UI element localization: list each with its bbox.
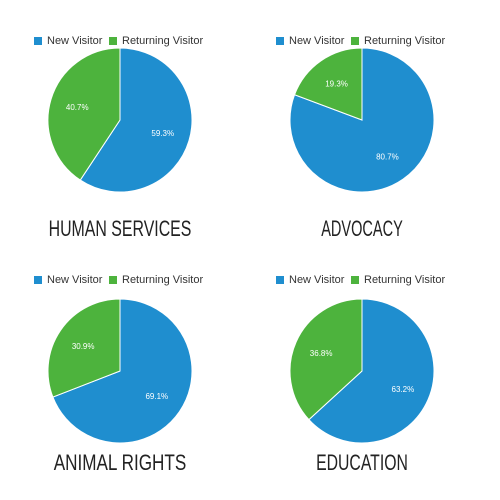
legend-swatch bbox=[351, 276, 359, 284]
legend-swatch bbox=[351, 37, 359, 45]
chart-title: ANIMAL RIGHTS bbox=[54, 450, 187, 475]
legend-label: Returning Visitor bbox=[122, 274, 203, 286]
legend-label: New Visitor bbox=[47, 274, 103, 286]
data-label: 19.3% bbox=[325, 79, 348, 88]
legend-swatch bbox=[34, 276, 42, 284]
legend: New Visitor Returning Visitor bbox=[276, 35, 445, 47]
legend-swatch bbox=[276, 37, 284, 45]
chart-title: EDUCATION bbox=[316, 450, 408, 475]
pie-slice bbox=[308, 298, 435, 444]
chart-title: HUMAN SERVICES bbox=[49, 216, 192, 241]
legend-swatch bbox=[109, 276, 117, 284]
legend-label: New Visitor bbox=[289, 274, 345, 286]
data-label: 30.9% bbox=[72, 342, 95, 351]
pie-slice bbox=[293, 47, 363, 121]
legend-label: Returning Visitor bbox=[364, 35, 445, 47]
data-label: 63.2% bbox=[392, 385, 415, 394]
pie-slice bbox=[289, 298, 363, 421]
data-label: 59.3% bbox=[151, 129, 174, 138]
data-label: 80.7% bbox=[376, 153, 399, 162]
legend: New Visitor Returning Visitor bbox=[276, 274, 445, 286]
data-label: 69.1% bbox=[145, 392, 168, 401]
legend-swatch bbox=[34, 37, 42, 45]
legend-swatch bbox=[276, 276, 284, 284]
legend-label: New Visitor bbox=[47, 35, 103, 47]
pie-slice bbox=[47, 47, 121, 181]
legend-swatch bbox=[109, 37, 117, 45]
pie-slice bbox=[79, 47, 193, 193]
pie-slice bbox=[52, 298, 193, 444]
data-label: 36.8% bbox=[310, 349, 333, 358]
pie-chart-3: New Visitor Returning Visitor 69.1% 30.9% AN… bbox=[34, 274, 203, 475]
pie-chart-1: New Visitor Returning Visitor 59.3% 40.7% HU… bbox=[34, 35, 203, 241]
legend: New Visitor Returning Visitor bbox=[34, 274, 203, 286]
legend-label: Returning Visitor bbox=[122, 35, 203, 47]
pie-chart-4: New Visitor Returning Visitor 63.2% 36.8% ED… bbox=[276, 274, 445, 475]
chart-title: ADVOCACY bbox=[321, 216, 403, 241]
pie-slice bbox=[47, 298, 121, 398]
pie-chart-2: New Visitor Returning Visitor 80.7% 19.3% AD… bbox=[276, 35, 445, 241]
legend: New Visitor Returning Visitor bbox=[34, 35, 203, 47]
data-label: 40.7% bbox=[66, 103, 89, 112]
legend-label: Returning Visitor bbox=[364, 274, 445, 286]
legend-label: New Visitor bbox=[289, 35, 345, 47]
